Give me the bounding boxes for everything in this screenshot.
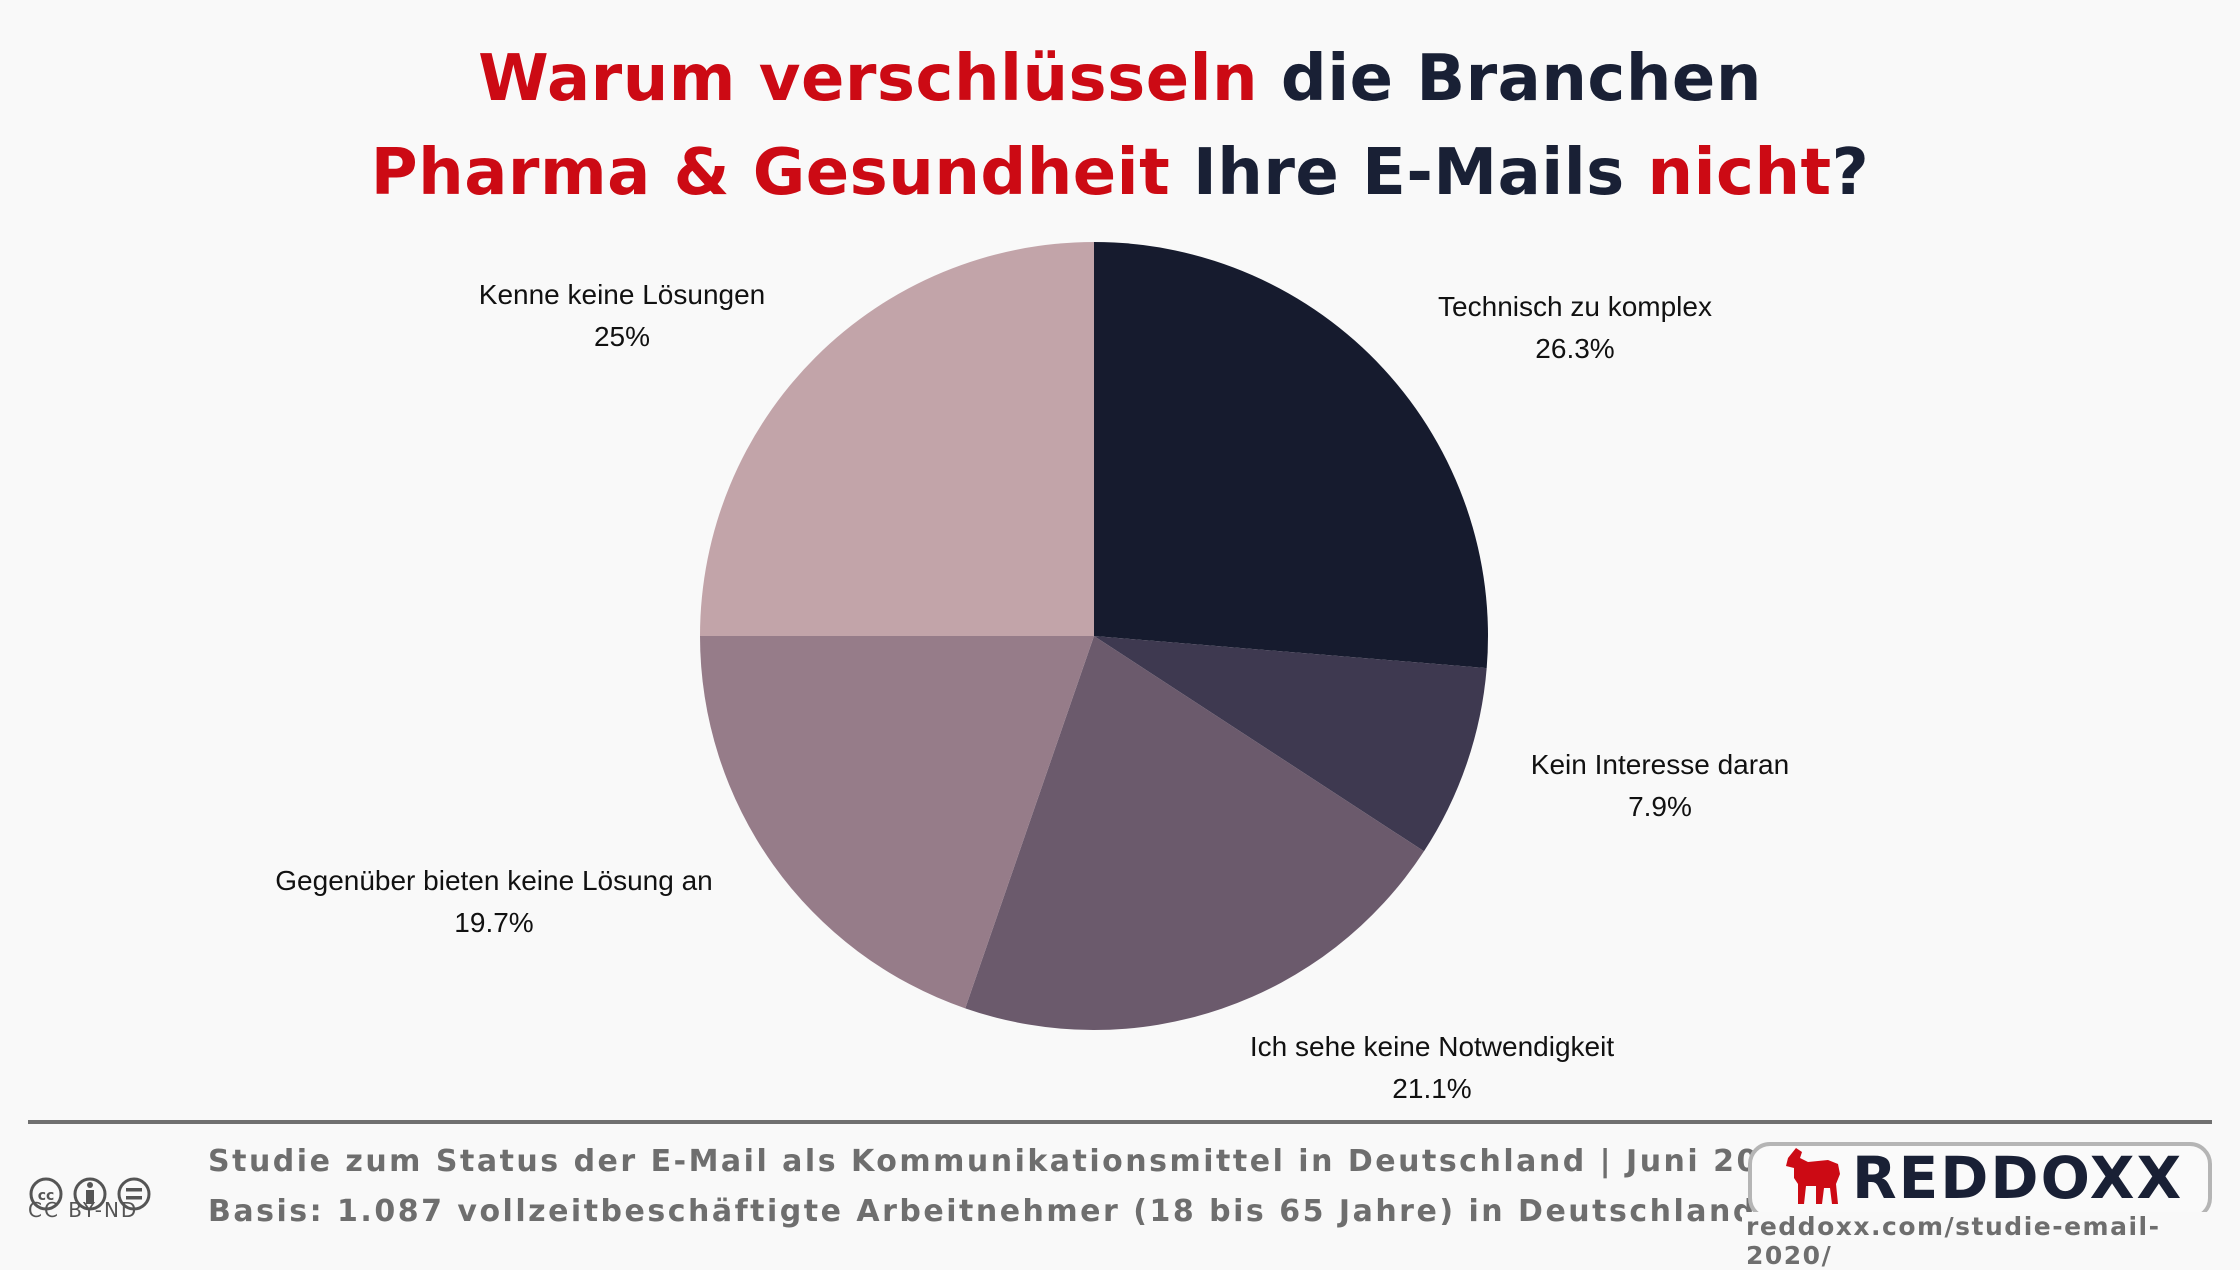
title-segment: Pharma & Gesundheit (370, 136, 1171, 210)
slice-label: Kenne keine Lösungen (479, 279, 765, 310)
pie-chart: Technisch zu komplex 26.3% Kein Interesse … (275, 242, 1789, 1104)
footer-study-text: Studie zum Status der E-Mail als Kommuni… (208, 1144, 1807, 1179)
title-segment: nicht (1647, 136, 1832, 210)
pie-slice (1094, 242, 1488, 669)
slice-value-label: 19.7% (454, 907, 533, 938)
pie-slice (700, 242, 1094, 636)
slice-value-label: 7.9% (1628, 791, 1692, 822)
slice-label: Ich sehe keine Notwendigkeit (1250, 1031, 1614, 1062)
slice-value-label: 21.1% (1392, 1073, 1471, 1104)
slice-label: Kein Interesse daran (1531, 749, 1789, 780)
license-label: CC BY-ND (28, 1198, 139, 1222)
dog-icon (1786, 1148, 1840, 1204)
footer-basis-text: Basis: 1.087 vollzeitbeschäftigte Arbeit… (208, 1194, 1757, 1229)
logo-url[interactable]: reddoxx.com/studie-email-2020/ (1742, 1212, 2240, 1270)
chart-title-line-2: Pharma & Gesundheit Ihre E-Mails nicht? (0, 136, 2240, 210)
svg-text:cc: cc (38, 1188, 55, 1204)
title-segment: die Branchen (1258, 42, 1762, 116)
footer-divider (28, 1120, 2212, 1124)
slice-value-label: 26.3% (1535, 333, 1614, 364)
creative-commons-icon: cc (29, 1177, 151, 1211)
title-segment: ? (1831, 136, 1870, 210)
pie-slice (965, 636, 1424, 1030)
pie-slice (700, 636, 1094, 1009)
logo-name: REDDOXX (1852, 1144, 2184, 1212)
pie-slice (1094, 636, 1487, 852)
chart-title-line-1: Warum verschlüsseln die Branchen (0, 42, 2240, 116)
slice-label: Technisch zu komplex (1438, 291, 1712, 322)
title-segment: Ihre E-Mails (1170, 136, 1648, 210)
slice-label: Gegenüber bieten keine Lösung an (275, 865, 712, 896)
title-segment: Warum verschlüsseln (478, 42, 1259, 116)
slice-value-label: 25% (594, 321, 650, 352)
